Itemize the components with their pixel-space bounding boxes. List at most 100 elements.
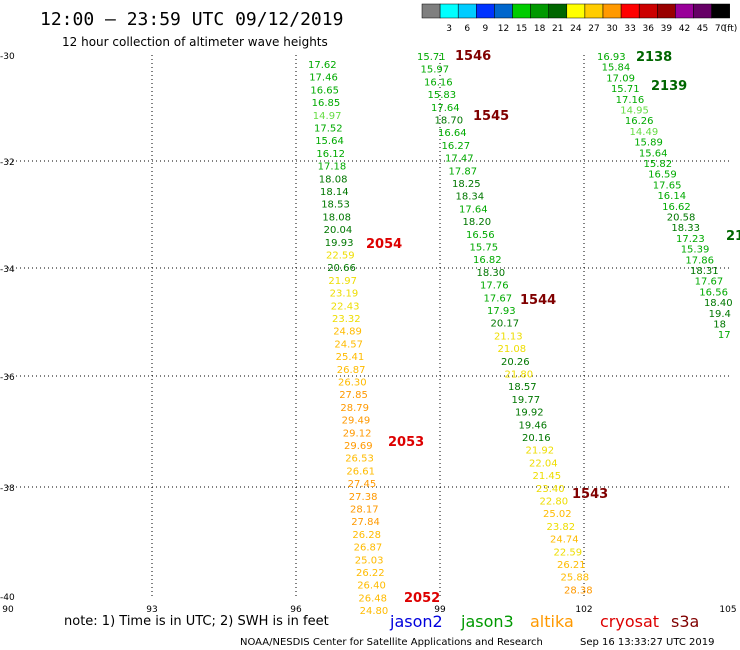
wave-height-value: 17.18 [318,162,347,173]
wave-height-value: 17.52 [314,124,343,135]
pass-time-label: 2138 [636,50,672,65]
pass-time-label: 1545 [473,109,509,124]
scale-swatch [620,3,640,19]
wave-height-value: 15.64 [639,148,668,159]
wave-height-value: 18.40 [704,298,733,309]
wave-height-value: 26.40 [357,581,386,592]
wave-height-value: 22.43 [331,301,360,312]
scale-tick-label: 33 [624,24,635,34]
wave-height-value: 16.14 [657,191,686,202]
wave-height-value: 20.16 [522,433,551,444]
wave-height-value: 17.62 [308,60,337,71]
scale-tick-label: 18 [534,24,546,34]
wave-height-value: 17.09 [606,73,635,84]
wave-height-value: 24.89 [333,327,362,338]
wave-height-value: 17 [718,330,731,341]
wave-height-value: 23.40 [536,484,565,495]
wave-height-value: 16.59 [648,170,677,181]
pass-time-label: 1546 [455,49,491,64]
wave-height-value: 29.12 [343,428,372,439]
scale-tick-label: 12 [498,24,509,34]
y-tick-label: -38 [0,484,15,494]
wave-height-value: 21.80 [505,370,534,381]
satellite-legend-item: jason3 [460,612,514,631]
scale-tick-label: 27 [588,24,599,34]
wave-height-value: 26.53 [345,454,374,465]
scale-swatch [602,3,622,19]
wave-height-value: 21.13 [494,331,523,342]
scale-swatch [711,3,730,19]
wave-height-value: 16.93 [597,52,626,63]
wave-height-value: 18.25 [452,179,481,190]
wave-height-value: 18.34 [456,192,485,203]
scale-swatch [439,3,459,19]
wave-height-value: 26.21 [557,560,586,571]
wave-height-value: 17.23 [676,234,705,245]
wave-height-value: 19.93 [325,238,354,249]
scale-tick-label: 21 [552,24,563,34]
y-tick-label: -36 [0,373,15,383]
wave-height-value: 19.46 [519,420,548,431]
x-tick-label: 105 [719,605,736,615]
wave-height-value: 27.84 [351,517,380,528]
wave-height-value: 28.79 [340,403,369,414]
wave-height-value: 23.32 [332,314,361,325]
pass-time-label: 2053 [388,435,424,450]
wave-height-value: 16.62 [662,202,691,213]
wave-height-value: 17.76 [480,281,509,292]
wave-height-value: 18.57 [508,382,537,393]
scale-swatch [638,3,658,19]
wave-height-value: 23.82 [547,522,576,533]
wave-height-value: 20.58 [667,213,696,224]
footer-note: note: 1) Time is in UTC; 2) SWH is in fe… [64,614,329,629]
pass-time-label: 21 [726,229,740,244]
wave-height-value: 16.56 [699,287,728,298]
wave-height-value: 18.08 [319,174,348,185]
wave-height-value: 16.56 [466,230,495,241]
wave-height-value: 26.61 [346,466,375,477]
x-tick-label: 90 [2,605,14,615]
scale-tick-label: 15 [516,24,527,34]
scale-swatch [693,3,712,19]
wave-height-value: 16.12 [316,149,345,160]
wave-height-value: 16.26 [625,116,654,127]
scale-tick-label: 70 [715,24,727,34]
wave-height-value: 15.39 [681,245,710,256]
wave-height-value: 29.69 [344,441,373,452]
y-tick-label: -40 [0,593,15,603]
wave-height-value: 19.92 [515,408,544,419]
wave-height-value: 17.67 [484,293,513,304]
wave-height-value: 15.71 [417,52,446,63]
wave-height-value: 28.17 [350,505,379,516]
scale-swatch [657,3,676,19]
y-tick-label: -32 [0,158,15,168]
wave-height-value: 17.86 [685,255,714,266]
wave-height-value: 22.59 [554,547,583,558]
scale-tick-label: 36 [643,24,655,34]
wave-height-value: 25.02 [543,509,572,520]
wave-height-value: 20.66 [327,263,356,274]
scale-swatch [457,3,477,19]
wave-height-value: 17.64 [459,204,488,215]
scale-unit: (ft) [724,24,738,34]
pass-time-label: 1543 [572,487,608,502]
wave-height-value: 15.75 [470,243,499,254]
wave-height-value: 27.85 [339,390,368,401]
scale-swatch [476,3,495,19]
satellite-legend-item: altika [530,612,574,631]
wave-height-value: 15.89 [634,138,663,149]
wave-height-value: 17.16 [616,95,645,106]
wave-height-value: 26.87 [337,365,366,376]
pass-time-label: 2052 [404,591,440,606]
satellite-legend-item: s3a [671,612,699,631]
x-tick-label: 102 [575,605,592,615]
footer-credit: NOAA/NESDIS Center for Satellite Applica… [240,637,543,648]
wave-height-value: 16.85 [312,98,341,109]
wave-height-value: 17.46 [309,73,338,84]
wave-height-value: 20.04 [324,225,353,236]
wave-height-value: 20.26 [501,357,530,368]
wave-height-value: 18.14 [320,187,349,198]
scale-swatch [584,3,604,19]
wave-height-value: 17.64 [431,103,460,114]
